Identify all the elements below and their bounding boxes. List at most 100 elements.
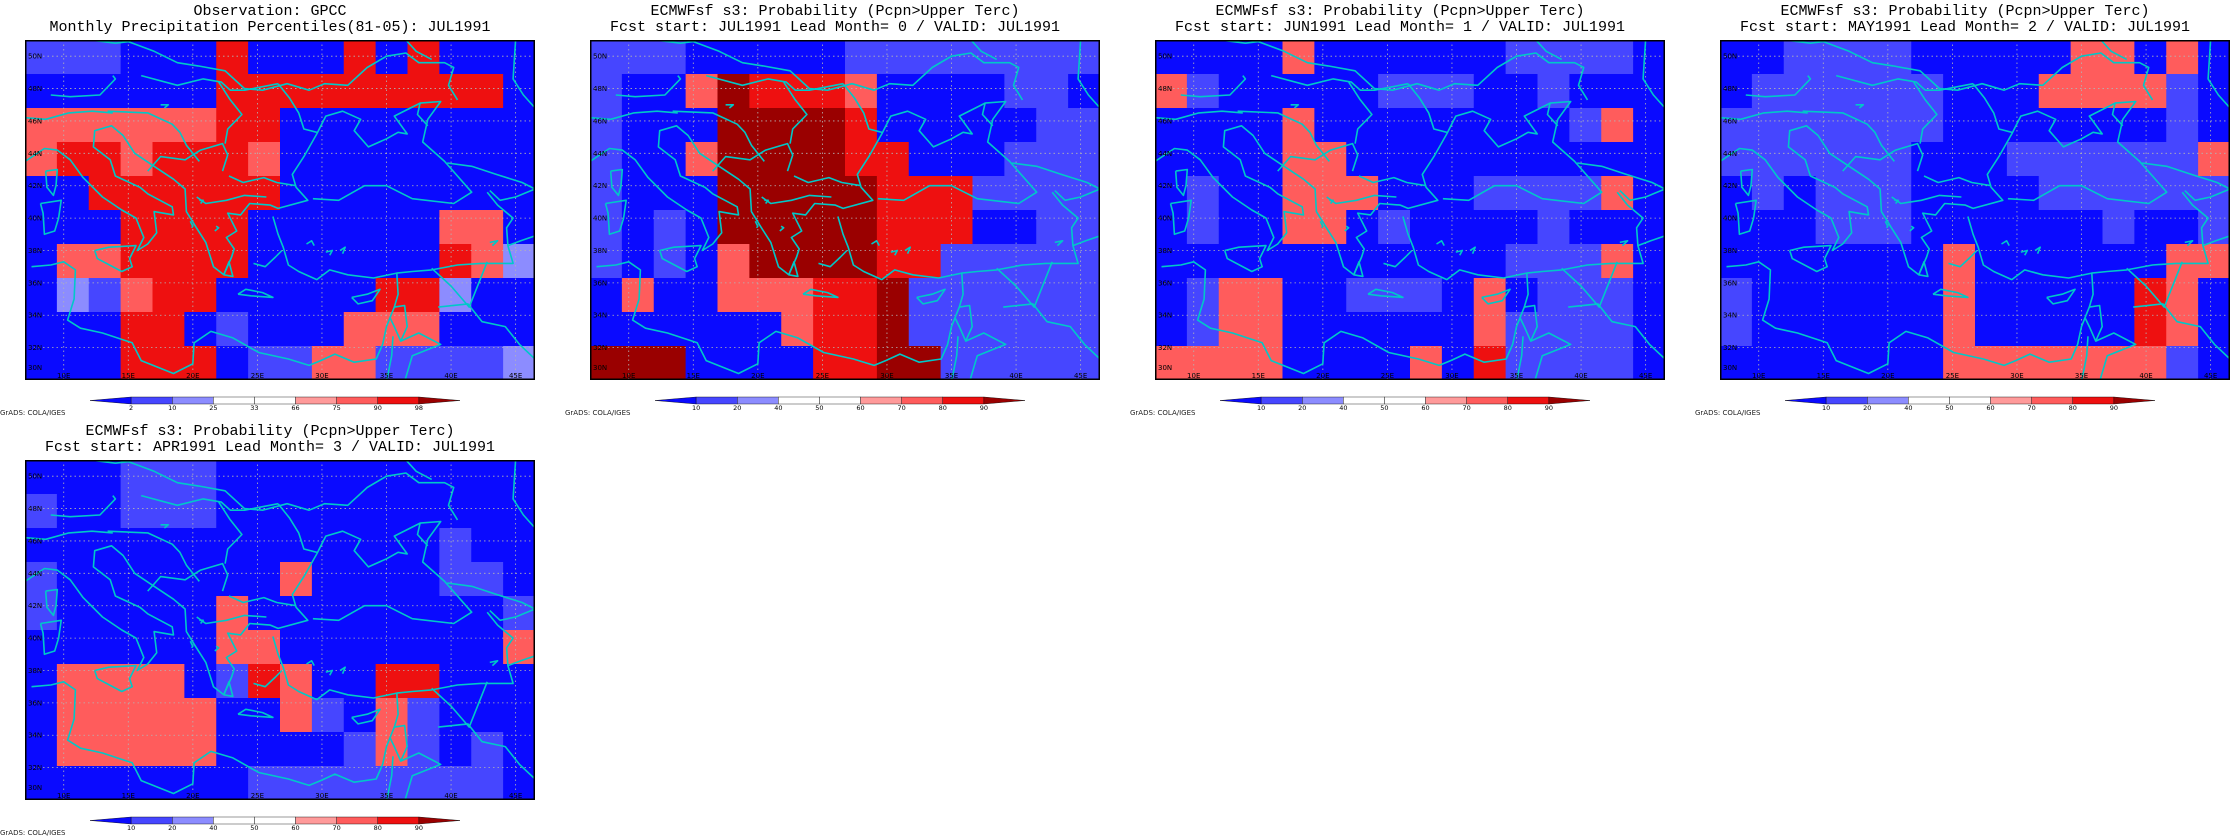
grid-cell [1975, 278, 2008, 313]
grid-cell [1441, 40, 1475, 75]
coastline [2142, 162, 2230, 190]
lat-tick-label: 44N [1723, 150, 1737, 158]
coastline [1270, 74, 1409, 92]
grid-cell [1218, 278, 1252, 313]
grid-cell [439, 74, 472, 109]
grid-cell [908, 142, 942, 177]
lon-tick-label: 30E [880, 372, 893, 380]
grid-cell [2006, 142, 2040, 177]
grid-cell [120, 108, 153, 143]
grid-cell [1068, 244, 1100, 279]
grid-cell [1783, 40, 1817, 75]
colorbar-label: 70 [1463, 404, 1471, 410]
grid-cell [311, 74, 345, 109]
grid-cell [813, 312, 846, 347]
grid-cell [621, 142, 655, 177]
grid-cell [2134, 210, 2167, 245]
grid-cell [1004, 40, 1037, 75]
coastline [325, 669, 334, 676]
grid-cell [845, 108, 878, 143]
grid-cell [1378, 346, 1411, 380]
lon-tick-label: 45E [1639, 372, 1652, 380]
grid-cell [471, 244, 504, 279]
grid-cell [471, 766, 504, 800]
colorbar-segment [336, 816, 378, 825]
grid-cell [2006, 210, 2040, 245]
grid-cell [1155, 142, 1188, 177]
grid-cell [280, 142, 313, 177]
grid-cell [2070, 74, 2103, 109]
coastline [351, 708, 381, 725]
lat-tick-label: 46N [28, 537, 42, 545]
panel-title: ECMWFsf s3: Probability (Pcpn>Upper Terc… [1215, 3, 1585, 20]
grid-cell [343, 630, 377, 665]
coastline [2081, 336, 2089, 380]
grid-cell [2070, 312, 2103, 347]
grid-cell [2166, 108, 2199, 143]
grid-cell [1569, 142, 1602, 177]
grid-cell [1346, 210, 1379, 245]
lat-tick-label: 32N [28, 344, 42, 352]
grid-cell [2134, 346, 2167, 380]
coastline [400, 752, 442, 800]
colorbar-label: 70 [898, 404, 906, 410]
colorbar-segment [377, 816, 420, 825]
colorbar-label: 75 [333, 404, 341, 410]
coastline [590, 110, 678, 121]
lon-tick-label: 40E [1009, 372, 1022, 380]
lat-tick-label: 50N [28, 53, 42, 61]
coastline [802, 288, 839, 299]
grid-cell [1783, 74, 1817, 109]
map-frame [1720, 40, 2230, 380]
grid-cell [311, 210, 345, 245]
map-panel-observation: Observation: GPCC Monthly Precipitation … [0, 0, 540, 420]
grid-cell [2038, 210, 2072, 245]
grid-cell [120, 528, 153, 563]
lat-tick-label: 50N [1723, 53, 1737, 61]
coastline [1568, 303, 1665, 360]
coastline [447, 162, 535, 190]
grid-cell [1943, 346, 1976, 380]
grid-cell [1410, 312, 1443, 347]
grid-cell [471, 108, 504, 143]
grid-cell [2134, 142, 2167, 177]
grid-cell [280, 346, 313, 380]
coastline [1319, 220, 1324, 229]
grid-cell [439, 596, 472, 631]
grid-cell [280, 108, 313, 143]
coastline [1726, 216, 2094, 375]
grid-cell [375, 732, 408, 767]
coastline [783, 81, 808, 144]
grid-cell [216, 596, 249, 631]
grid-cell [25, 766, 58, 800]
grid-cell [407, 40, 440, 75]
coastline [489, 188, 535, 202]
grid-cell [1250, 244, 1283, 279]
grid-cell [1282, 210, 1315, 245]
coastline [25, 530, 113, 541]
grid-cell [2070, 210, 2103, 245]
grid-cell [152, 664, 185, 699]
lon-tick-label: 15E [1252, 372, 1265, 380]
coastline [1455, 249, 1464, 256]
coastline [712, 142, 794, 172]
grid-cell [56, 698, 90, 733]
lon-tick-label: 40E [1574, 372, 1587, 380]
lat-tick-label: 48N [1158, 85, 1172, 93]
grid-cell [311, 108, 345, 143]
lon-tick-label: 20E [186, 372, 199, 380]
grid-cell [2038, 176, 2072, 211]
grid-cell [1847, 312, 1880, 347]
grid-cell [1346, 176, 1379, 211]
grid-cell [590, 278, 623, 313]
colorbar-label: 2 [129, 404, 133, 410]
colorbar-segment [1219, 396, 1262, 405]
grid-cell [25, 732, 58, 767]
grid-cell [940, 74, 973, 109]
grid-cell [1036, 210, 1069, 245]
precip-map: 10E 15E 20E 25E 30E 35E 40E 45E 30N 32N 34N 36N 38N 4… [1720, 40, 2230, 380]
grid-cell [120, 244, 153, 279]
grid-cell [1473, 244, 1507, 279]
coastline [507, 655, 535, 667]
grid-cell [1473, 346, 1507, 380]
